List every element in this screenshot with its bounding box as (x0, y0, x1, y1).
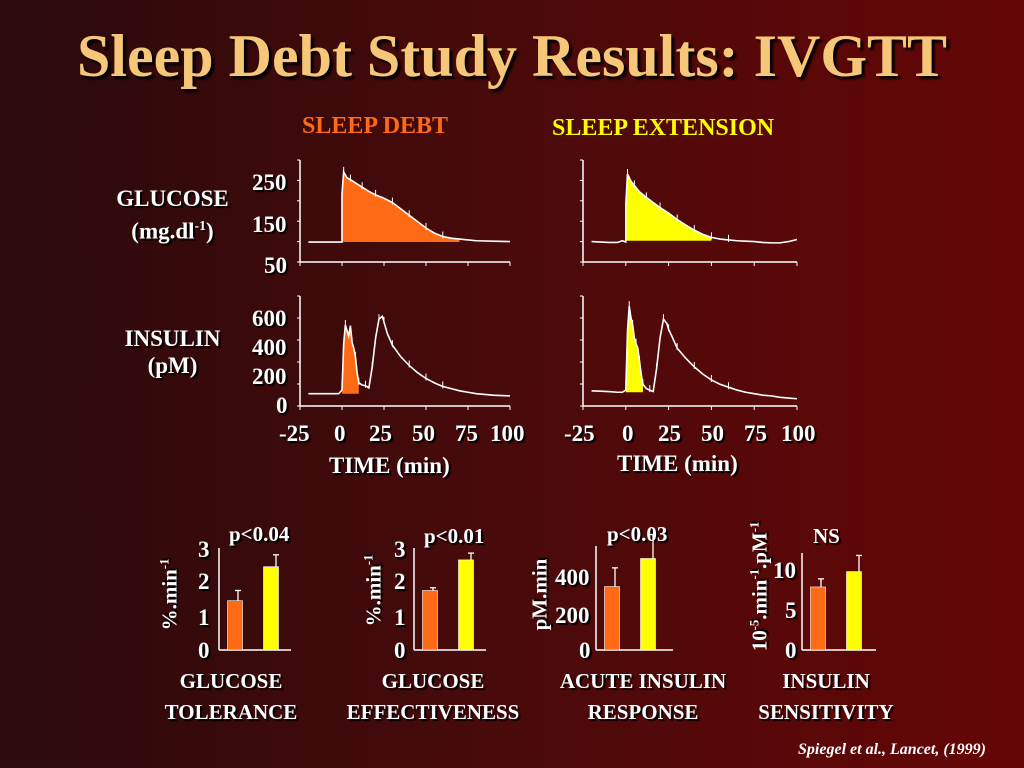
is-ytick-10: 10 (773, 558, 796, 583)
category-glucose-effectiveness: GLUCOSE EFFECTIVENESS (328, 666, 538, 728)
xtick-left-100: 100 (490, 421, 525, 446)
glucose-ytick-250: 250 (252, 170, 287, 195)
glucose-label-sup: -1 (194, 218, 207, 233)
glucose-label-line1: GLUCOSE (116, 186, 229, 211)
xtick-left-0: 0 (334, 421, 346, 446)
ge-ytick-1: 1 (394, 605, 406, 630)
sleep-debt-header: SLEEP DEBT (302, 113, 449, 139)
xtick-right-neg25: -25 (564, 421, 595, 446)
insulin-label-line2: (pM) (147, 353, 198, 378)
xtick-right-50: 50 (701, 421, 724, 446)
xtick-right-75: 75 (744, 421, 767, 446)
insulin-sleep-extension-shaded-area (625, 306, 643, 393)
acute-insulin-response-bar-extension (640, 558, 656, 651)
ge-ytick-0: 0 (394, 638, 406, 663)
page-title: Sleep Debt Study Results: IVGTT (76, 23, 948, 89)
glucose-ytick-50: 50 (264, 253, 287, 278)
glucose-sleep-debt-shaded-area (342, 171, 460, 243)
xtick-right-0: 0 (622, 421, 634, 446)
insulin-ytick-600: 600 (252, 306, 287, 331)
category-insulin-sensitivity: INSULIN SENSITIVITY (741, 666, 911, 728)
acute-insulin-response-bar-debt (604, 586, 620, 651)
ge-ytick-2: 2 (394, 569, 406, 594)
glucose-label-line2: (mg.dl-1) (100, 212, 245, 245)
air-ytick-200: 200 (555, 603, 590, 628)
insulin-row-label: INSULIN (pM) (100, 325, 245, 379)
pvalue-glucose-effectiveness: p<0.01 (424, 524, 485, 548)
category-acute-insulin: ACUTE INSULIN RESPONSE (540, 666, 746, 728)
citation: Spiegel et al., Lancet, (1999) (798, 741, 986, 758)
category-gt-line1: GLUCOSE (179, 669, 283, 693)
pvalue-acute-insulin: p<0.03 (607, 522, 668, 546)
insulin-sensitivity-bar-extension (846, 571, 862, 651)
insulin-sleep-debt-series-line (308, 314, 511, 397)
category-ge-line1: GLUCOSE (381, 669, 485, 693)
xtick-left-neg25: -25 (279, 421, 310, 446)
gt-ytick-1: 1 (198, 605, 210, 630)
insulin-label-line1: INSULIN (124, 326, 221, 351)
category-air-line1: ACUTE INSULIN (559, 669, 727, 693)
xtick-left-50: 50 (412, 421, 435, 446)
xtick-left-75: 75 (455, 421, 478, 446)
insulin-ytick-400: 400 (252, 335, 287, 360)
glucose-ytick-150: 150 (252, 212, 287, 237)
air-ytick-0: 0 (579, 638, 591, 663)
xtick-right-100: 100 (781, 421, 816, 446)
glucose-tolerance-bar-extension (263, 566, 279, 651)
is-ytick-5: 5 (785, 598, 797, 623)
glucose-tolerance-bar-debt (227, 600, 243, 651)
pvalue-insulin-sensitivity: NS (813, 524, 840, 548)
category-air-line2: RESPONSE (587, 700, 699, 724)
category-ge-line2: EFFECTIVENESS (346, 700, 520, 724)
pvalue-glucose-tolerance: p<0.04 (229, 522, 290, 546)
glucose-row-label: GLUCOSE (mg.dl-1) (100, 185, 245, 245)
insulin-ytick-200: 200 (252, 364, 287, 389)
glucose-effectiveness-bar-extension (458, 559, 474, 651)
glucose-effectiveness-bar-debt (422, 590, 438, 651)
category-glucose-tolerance: GLUCOSE TOLERANCE (150, 666, 312, 728)
is-ytick-0: 0 (785, 638, 797, 663)
category-gt-line2: TOLERANCE (164, 700, 298, 724)
glucose-label-unit: (mg.dl (131, 218, 195, 244)
insulin-sleep-extension-series-line (591, 306, 798, 400)
glucose-sleep-extension-shaded-area (625, 174, 712, 243)
category-is-line2: SENSITIVITY (758, 700, 894, 724)
gt-ytick-3: 3 (198, 537, 210, 562)
insulin-sensitivity-bar-debt (810, 586, 826, 651)
ge-ytick-3: 3 (394, 537, 406, 562)
gt-ytick-0: 0 (198, 638, 210, 663)
category-is-line1: INSULIN (782, 669, 870, 693)
xtick-left-25: 25 (369, 421, 392, 446)
gt-ytick-2: 2 (198, 569, 210, 594)
sleep-extension-header: SLEEP EXTENSION (552, 115, 775, 141)
time-axis-label-left: TIME (min) (329, 453, 450, 478)
xtick-right-25: 25 (658, 421, 681, 446)
time-axis-label-right: TIME (min) (617, 451, 738, 476)
insulin-ytick-0: 0 (276, 393, 288, 418)
insulin-sleep-debt-shaded-area (342, 324, 359, 394)
air-ytick-400: 400 (555, 565, 590, 590)
glucose-label-close: ) (206, 218, 214, 244)
